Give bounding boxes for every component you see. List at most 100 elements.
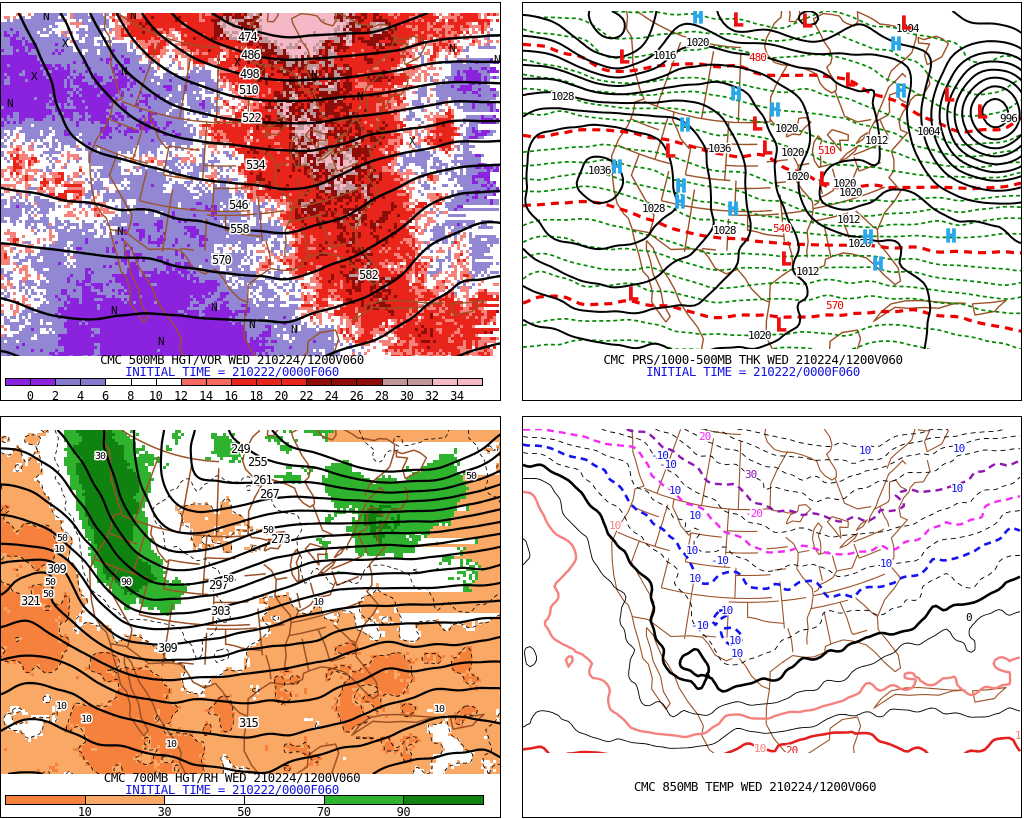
height-contour-321 <box>1 715 500 774</box>
colorbar-segment <box>230 378 258 386</box>
colorbar-segment <box>80 378 107 386</box>
temperature-label: 10 <box>669 484 681 497</box>
temperature-label: 20 <box>786 744 798 757</box>
colorbar-segment <box>130 378 157 386</box>
temperature-contour--50 <box>737 429 949 448</box>
colorbar-tick: 28 <box>374 389 389 403</box>
humidity-label: 90 <box>121 577 132 588</box>
vort-neutral-symbol: N <box>121 65 128 78</box>
isobar-contour-1028 <box>523 91 752 315</box>
vort-neutral-symbol: N <box>7 97 14 110</box>
thickness-contour-468 <box>523 14 1021 96</box>
humidity-label: 50 <box>466 471 477 482</box>
vort-neutral-symbol: N <box>449 42 456 55</box>
pressure-label: 1020 <box>748 329 771 342</box>
height-label: 303 <box>211 604 230 618</box>
temperature-label: -10 <box>711 554 728 567</box>
colorbar-segment <box>244 795 325 805</box>
colorbar-tick: 50 <box>237 805 251 819</box>
isobar-contour-1004 <box>587 11 1021 182</box>
height-contour-309 <box>1 654 500 705</box>
colorbar-segment <box>331 378 358 386</box>
humidity-label: 10 <box>313 597 324 608</box>
humidity-label: 10 <box>56 701 67 712</box>
temperature-label: 10 <box>859 444 871 457</box>
humidity-label: 50 <box>223 574 234 585</box>
colorbar-tick: 6 <box>102 389 109 403</box>
high-pressure-symbol: H <box>675 192 686 213</box>
height-contour-237 <box>189 430 500 494</box>
thickness-contour-516 <box>523 143 1021 205</box>
low-pressure-symbol: L <box>944 85 955 106</box>
panel-initial-time: INITIAL TIME = 210222/0000F060 <box>125 363 339 379</box>
colorbar-tick: 70 <box>316 805 331 819</box>
colorbar-segment <box>205 378 232 386</box>
thickness-contour-498 <box>523 87 1021 169</box>
colorbar-segment <box>84 795 166 805</box>
height-label: 570 <box>212 253 231 267</box>
height-contour-315 <box>1 681 500 739</box>
temperature-label: 10 <box>754 742 766 755</box>
temperature-label: 0 <box>966 611 972 624</box>
low-pressure-symbol: L <box>628 284 639 305</box>
height-label: 321 <box>21 594 40 608</box>
colorbar-segment <box>105 378 132 386</box>
vort-neutral-symbol: N <box>494 53 500 66</box>
isobar-contour-988 <box>961 76 1021 150</box>
height-contour-261 <box>56 430 500 572</box>
pressure-label: 1028 <box>642 202 665 215</box>
colorbar-vorticity: 0 2 4 6 8 10 12 14 16 18 20 22 24 26 28 30 32 34 <box>1 378 500 403</box>
pressure-label: 1036 <box>708 142 731 155</box>
map-700mb-height-humidity: 2492552612672732973033093153213093050105… <box>1 430 500 774</box>
temperature-contour-20 <box>523 730 1021 753</box>
vort-neutral-symbol: N <box>211 301 218 314</box>
filled-band <box>220 13 388 217</box>
humidity-label: 50 <box>263 525 274 536</box>
height-label: 273 <box>271 532 290 546</box>
height-contour-462 <box>211 13 429 39</box>
pressure-label: 1004 <box>917 125 941 138</box>
height-label: 498 <box>240 67 259 81</box>
colorbar-tick: 20 <box>274 389 288 403</box>
isobar-contour-980 <box>981 97 1010 129</box>
isobar-contour-1000 <box>938 51 1021 174</box>
temperature-label: -10 <box>659 458 676 471</box>
height-label: 261 <box>253 473 272 487</box>
colorbar-tick: 90 <box>396 805 411 819</box>
colorbar-tick: 12 <box>174 389 188 403</box>
colorbar-tick: 2 <box>51 389 59 403</box>
temperature-contour-5 <box>523 477 1021 718</box>
colorbar-humidity: 10 30 50 70 90 <box>1 795 500 819</box>
colorbar-segment <box>431 378 458 386</box>
high-pressure-symbol: H <box>891 34 902 55</box>
low-pressure-symbol: L <box>802 11 813 32</box>
high-pressure-symbol: H <box>728 199 739 220</box>
temperature-contour--5 <box>523 452 1021 666</box>
height-contour-486 <box>141 13 500 82</box>
thickness-contour-540 <box>523 199 1021 255</box>
thickness-contour-462 <box>614 11 1021 64</box>
temperature-label: -10 <box>691 619 708 632</box>
colorbar-segment <box>381 378 408 386</box>
caption-850mb: CMC 850MB TEMP WED 210224/1200V060 <box>523 781 987 793</box>
panel-700mb-height-humidity: 249 255 261 267 273 297 303 309 315 321 309 30 50 10 5… <box>0 416 501 819</box>
height-label: 309 <box>158 641 177 655</box>
height-label: 249 <box>231 442 250 456</box>
colorbar-tick: 18 <box>249 389 263 403</box>
humidity-label: 30 <box>95 451 106 462</box>
panel-850mb-temperature: -10 -10 10 10 10 -10 10 -10 10 10 10 10 10 10 10 30 -20 2… <box>522 416 1022 818</box>
thickness-label: 540 <box>773 222 790 235</box>
thickness-contour-582 <box>523 338 931 349</box>
vort-neutral-symbol: N <box>357 90 364 103</box>
pressure-label: 1016 <box>653 49 676 62</box>
height-label: 297 <box>209 578 228 592</box>
height-contour-255 <box>102 430 500 554</box>
high-pressure-symbol: H <box>676 176 687 197</box>
low-pressure-symbol: L <box>781 249 792 270</box>
thickness-contour-486 <box>523 58 1021 146</box>
temperature-contour--35 <box>655 429 1021 503</box>
temperature-contour--40 <box>684 429 1021 484</box>
height-label: 534 <box>246 158 265 172</box>
colorbar-segment <box>323 795 405 805</box>
